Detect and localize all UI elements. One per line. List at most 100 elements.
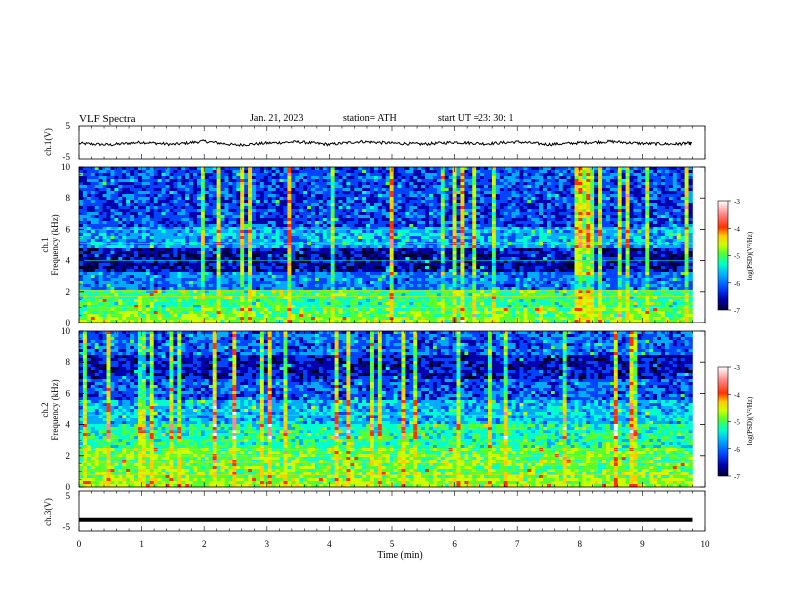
spectrogram-cell [421,293,426,297]
spectrogram-cell [212,245,217,249]
spectrogram-cell [370,269,375,273]
spectrogram-cell [401,263,406,267]
spectrogram-cell [82,206,88,210]
spectrogram-cell [102,317,107,321]
spectrogram-cell [401,179,406,183]
spectrogram-cell [425,305,430,309]
spectrogram-cell [425,167,430,171]
spectrogram-cell [342,260,347,264]
spectrogram-cell [370,206,375,210]
spectrogram-cell [346,167,351,171]
spectrogram-cell [212,284,217,288]
spectrogram-cell [279,224,284,228]
spectrogram-cell [189,287,194,291]
spectrogram-cell [299,170,304,174]
spectrogram-cell [338,257,343,261]
spectrogram-cell [244,191,249,195]
spectrogram-cell [263,260,269,264]
spectrogram-cell [362,263,367,267]
spectrogram-cell [307,185,312,189]
spectrogram-cell [137,275,143,279]
spectrogram-cell [153,212,158,216]
spectrogram-cell [102,194,107,198]
spectrogram-cell [334,284,339,288]
spectrogram-cell [263,251,269,255]
spectrogram-cell [425,254,430,258]
spectrogram-cell [224,185,229,189]
spectrogram-cell [122,167,127,171]
spectrogram-cell [228,197,233,201]
spectrogram-cell [401,248,406,252]
spectrogram-cell [397,284,402,288]
spectrogram-cell [193,203,198,207]
spectrogram-cell [330,185,335,189]
spectrogram-cell [212,287,217,291]
spectrogram-cell [432,248,438,252]
spectrogram-cell [362,173,367,177]
spectrogram-cell [79,287,84,291]
spectrogram-cell [346,224,351,228]
spectrogram-cell [236,239,241,243]
spectrogram-cell [283,278,288,282]
spectrogram-cell [130,278,135,282]
spectrogram-cell [141,245,147,249]
spectrogram-cell [322,224,328,228]
spectrogram-cell [98,167,103,171]
spectrogram-cell [149,254,155,258]
spectrogram-cell [248,287,253,291]
spectrogram-cell [413,278,418,282]
spectrogram-cell [137,299,143,303]
spectrogram-cell [283,317,288,321]
spectrogram-cell [381,305,387,309]
spectrogram-cell [425,209,430,213]
spectrogram-cell [149,260,155,264]
spectrogram-cell [82,269,88,273]
spectrogram-cell [271,257,276,261]
spectrogram-cell [440,260,446,264]
spectrogram-cell [86,287,92,291]
spectrogram-cell [385,269,390,273]
spectrogram-cell [208,212,213,216]
spectrogram-cell [287,269,292,273]
spectrogram-cell [326,281,331,285]
spectrogram-cell [185,272,190,276]
spectrogram-cell [377,269,383,273]
spectrogram-cell [145,287,151,291]
spectrogram-cell [240,308,245,312]
spectrogram-cell [350,299,355,303]
ch1-waveform-ylabel: ch.1(V) [43,128,53,156]
spectrogram-cell [204,206,210,210]
spectrogram-cell [397,299,402,303]
spectrogram-cell [393,293,398,297]
spectrogram-cell [255,299,261,303]
spectrogram-cell [153,182,158,186]
spectrogram-cell [244,305,249,309]
spectrogram-cell [275,230,280,234]
spectrogram-cell [220,209,225,213]
spectrogram-cell [224,188,229,192]
spectrogram-cell [110,314,115,318]
spectrogram-cell [267,284,272,288]
spectrogram-cell [118,299,123,303]
spectrogram-cell [212,299,217,303]
spectrogram-cell [389,212,394,216]
spectrogram-cell [330,233,335,237]
spectrogram-cell [141,176,147,180]
spectrogram-cell [314,233,320,237]
spectrogram-cell [86,182,92,186]
spectrogram-cell [271,236,276,240]
spectrogram-cell [318,287,324,291]
spectrogram-cell [370,290,375,294]
spectrogram-cell [318,320,324,324]
spectrogram-cell [145,251,151,255]
spectrogram-cell [137,302,143,306]
spectrogram-cell [173,194,178,198]
spectrogram-cell [259,239,265,243]
spectrogram-cell [413,245,418,249]
spectrogram-cell [381,278,387,282]
spectrogram-cell [389,281,394,285]
spectrogram-cell [153,320,158,324]
spectrogram-cell [216,182,221,186]
spectrogram-cell [137,197,143,201]
spectrogram-cell [299,266,304,270]
